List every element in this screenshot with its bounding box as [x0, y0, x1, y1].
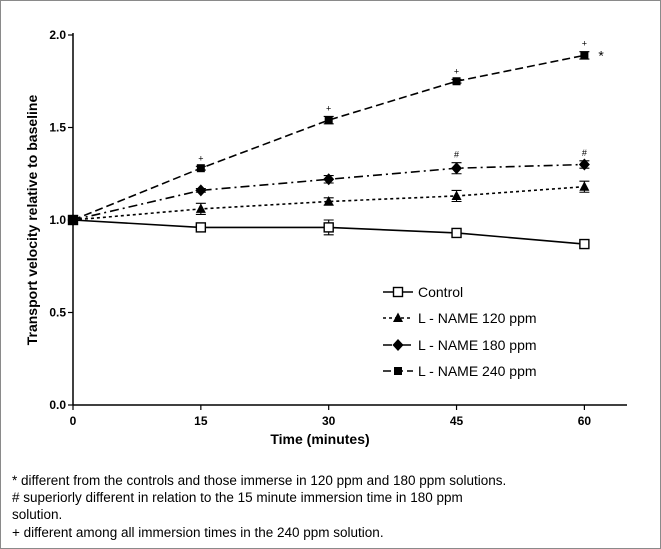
data-point [580, 51, 589, 60]
data-point [195, 203, 206, 213]
legend-label: L - NAME 120 ppm [418, 310, 537, 326]
data-point [196, 164, 205, 173]
data-point [323, 173, 335, 186]
x-tick-label: 0 [70, 414, 77, 428]
y-tick-label: 0.5 [49, 306, 66, 320]
legend-marker [393, 312, 403, 322]
y-axis-title: Transport velocity relative to baseline [24, 95, 40, 346]
data-point [451, 162, 463, 175]
data-point [579, 181, 590, 191]
data-point [578, 158, 590, 171]
data-point [323, 196, 334, 206]
footnote-hash-line1: # superiorly different in relation to th… [12, 490, 463, 505]
x-tick-label: 45 [450, 414, 464, 428]
series-line-3 [72, 54, 585, 221]
significance-annotation: # [582, 148, 587, 158]
y-tick-label: 2.0 [49, 28, 66, 42]
x-tick-label: 30 [322, 414, 336, 428]
y-tick-label: 1.0 [49, 213, 66, 227]
side-annotation: * [598, 47, 604, 63]
series-line-1 [72, 185, 585, 221]
data-point [451, 190, 462, 200]
data-point [324, 116, 333, 125]
x-axis-title: Time (minutes) [270, 431, 369, 447]
data-point [195, 184, 207, 197]
significance-annotation: + [582, 39, 587, 49]
data-point [195, 222, 207, 233]
data-point [452, 77, 461, 86]
data-point [451, 227, 462, 239]
legend-label: L - NAME 240 ppm [418, 363, 537, 379]
y-tick-label: 1.5 [49, 121, 66, 135]
legend-label: L - NAME 180 ppm [418, 337, 537, 353]
x-tick-label: 60 [578, 414, 592, 428]
legend-label: Control [418, 284, 463, 300]
series-line-2 [72, 163, 585, 221]
y-tick-label: 0.0 [49, 398, 66, 412]
footnote-plus: + different among all immersion times in… [12, 525, 384, 540]
data-point [579, 238, 590, 250]
data-point [323, 222, 334, 233]
legend-marker [392, 339, 404, 351]
line-chart: 0.0 0.5 1.0 1.5 2.0 0 15 30 45 60 Time (minutes) Tr… [24, 28, 627, 447]
significance-annotation: + [326, 103, 331, 113]
x-tick-label: 15 [194, 414, 208, 428]
legend-marker [394, 367, 402, 375]
significance-annotation: + [198, 153, 203, 163]
significance-annotation: + [454, 66, 459, 76]
data-point [69, 216, 77, 224]
legend-marker [392, 286, 404, 298]
significance-annotation: # [454, 150, 459, 160]
footnote-hash-line2: solution. [12, 507, 63, 522]
footnote-asterisk: * different from the controls and those … [12, 473, 507, 488]
